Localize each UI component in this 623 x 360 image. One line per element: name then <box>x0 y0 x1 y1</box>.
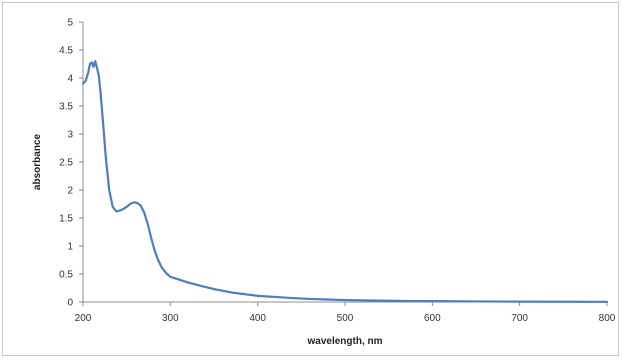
x-tick-label: 500 <box>337 313 354 324</box>
x-tick-label: 600 <box>424 313 441 324</box>
series-layer <box>81 60 609 303</box>
series-line-0 <box>81 60 609 303</box>
y-tick-label: 5 <box>67 18 73 29</box>
x-tick-label: 800 <box>599 313 616 324</box>
x-tick-label: 700 <box>511 313 528 324</box>
y-tick-label: 3 <box>67 130 73 141</box>
y-tick-label: 0.5 <box>59 270 73 281</box>
y-tick-label: 1 <box>67 242 73 253</box>
ticks-layer: 0 0.5 1 1.5 2 2.5 3 3.5 4 4.5 5 200 300 400 500 600 700 8… <box>59 18 616 325</box>
axes-layer <box>82 22 607 303</box>
chart-frame <box>2 2 619 356</box>
y-tick-label: 3.5 <box>59 102 73 113</box>
y-tick-label: 2 <box>67 186 73 197</box>
y-axis-title: absorbance <box>32 133 43 190</box>
y-tick-label: 4 <box>67 74 73 85</box>
y-tick-label: 1.5 <box>59 214 73 225</box>
x-axis-title: wavelength, nm <box>306 336 382 347</box>
x-tick-label: 400 <box>249 313 266 324</box>
y-tick-label: 2.5 <box>59 158 73 169</box>
y-tick-label: 4.5 <box>59 46 73 57</box>
x-tick-label: 300 <box>162 313 179 324</box>
x-tick-label: 200 <box>75 313 92 324</box>
y-tick-label: 0 <box>67 298 73 309</box>
